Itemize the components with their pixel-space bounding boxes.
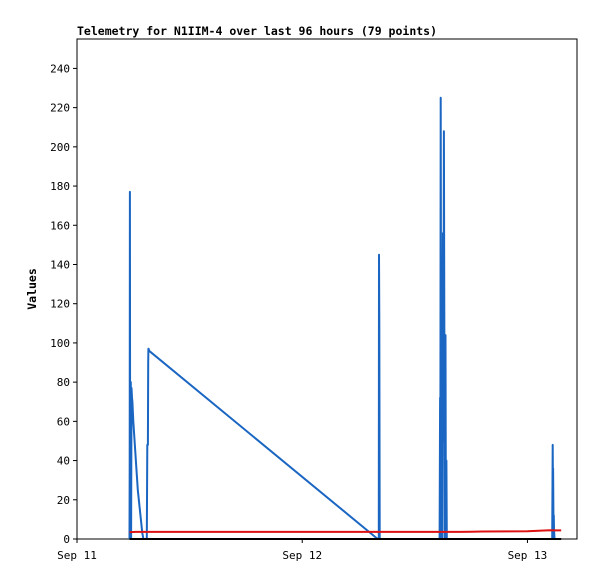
y-tick-label: 240 bbox=[50, 62, 70, 75]
chart-title: Telemetry for N1IIM-4 over last 96 hours… bbox=[77, 24, 437, 38]
y-tick-label: 220 bbox=[50, 102, 70, 115]
y-tick-label: 200 bbox=[50, 141, 70, 154]
y-tick-label: 180 bbox=[50, 180, 70, 193]
y-tick-label: 60 bbox=[57, 415, 70, 428]
y-tick-label: 100 bbox=[50, 337, 70, 350]
plot-frame bbox=[76, 38, 578, 540]
y-tick-label: 0 bbox=[63, 533, 70, 546]
x-tick-label: Sep 12 bbox=[282, 549, 322, 562]
x-tick-label: Sep 13 bbox=[508, 549, 548, 562]
series-layer bbox=[128, 96, 562, 540]
y-axis: 0 20 40 60 80 100 120 140 160 180 200 220 240 bbox=[50, 62, 77, 546]
series-line-0 bbox=[128, 96, 556, 540]
y-tick-label: 20 bbox=[57, 494, 70, 507]
series-line-1 bbox=[129, 529, 562, 534]
x-axis: Sep 11 Sep 12 Sep 13 bbox=[57, 539, 547, 562]
y-tick-label: 160 bbox=[50, 219, 70, 232]
y-tick-label: 140 bbox=[50, 258, 70, 271]
x-tick-label: Sep 11 bbox=[57, 549, 97, 562]
y-tick-label: 120 bbox=[50, 298, 70, 311]
y-axis-label: Values bbox=[25, 268, 39, 310]
y-tick-label: 40 bbox=[57, 455, 70, 468]
y-tick-label: 80 bbox=[57, 376, 70, 389]
